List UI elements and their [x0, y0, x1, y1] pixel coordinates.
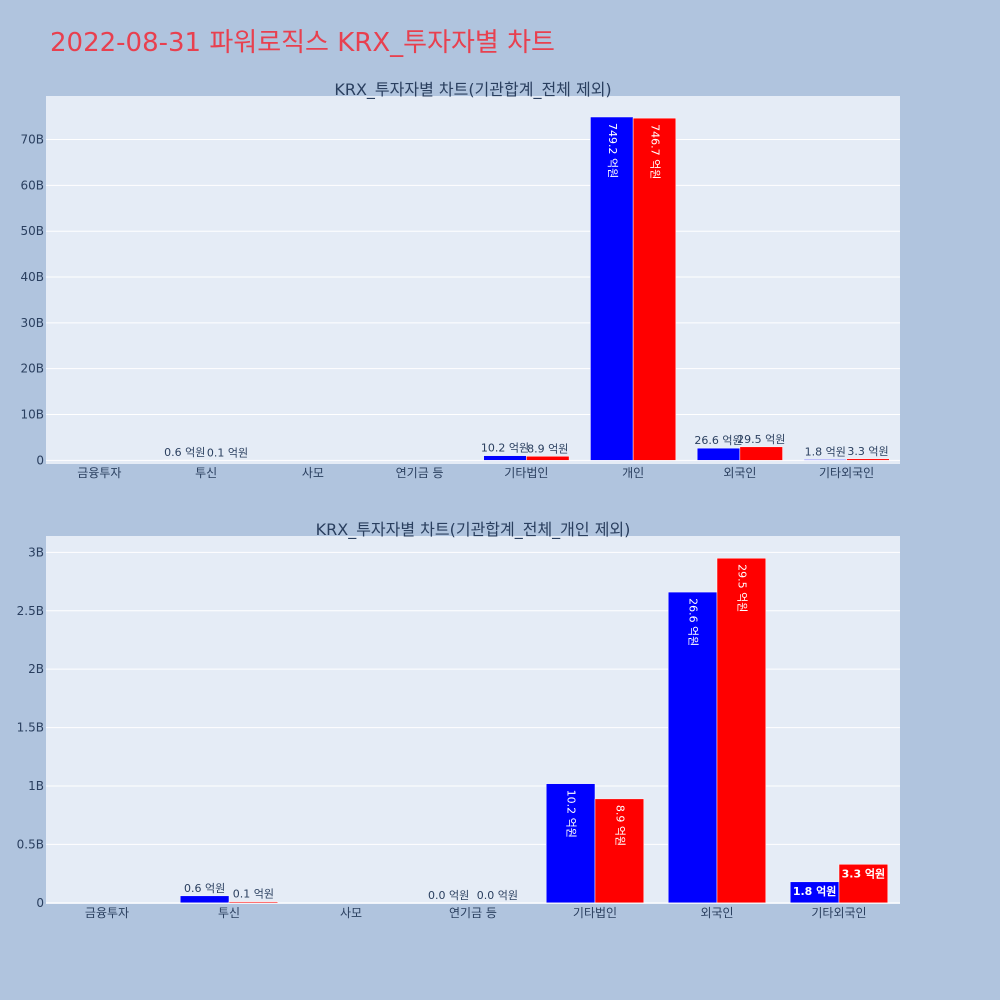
bar: [228, 901, 279, 904]
data-label: 749.2 억원: [606, 123, 619, 178]
chart-2: 0 0.5B 1B 1.5B 2B 2.5B 3B KRX_투자자별 차트(기관합계_전체_개…: [17, 520, 900, 920]
page-title: 2022-08-31 파워로직스 KRX_투자자별 차트: [50, 28, 555, 58]
y-tick-label: 1B: [28, 779, 44, 793]
y-tick-label: 40B: [20, 270, 44, 284]
y-tick-label: 2.5B: [17, 604, 44, 618]
bar: [803, 459, 847, 461]
x-tick-label: 개인: [622, 466, 644, 480]
y-tick-label: 10B: [20, 408, 44, 422]
plot-area: [46, 536, 900, 904]
bar: [179, 895, 230, 904]
y-tick-label: 3B: [28, 545, 44, 559]
chart-1: 0 10B 20B 30B 40B 50B 60B 70B KRX_투자자별 차트(기관합계_전…: [20, 80, 900, 480]
data-label: 0.0 억원: [428, 889, 469, 902]
bar: [545, 783, 596, 904]
data-label: 0.1 억원: [233, 888, 274, 901]
data-label: 0.6 억원: [164, 446, 205, 459]
data-label: 29.5 억원: [735, 564, 748, 612]
x-tick-label: 투신: [218, 906, 240, 920]
x-tick-label: 금융투자: [85, 906, 129, 920]
bar: [846, 458, 890, 461]
data-label: 0.1 억원: [207, 446, 248, 459]
x-tick-label: 외국인: [700, 906, 733, 920]
y-tick-label: 0: [36, 453, 44, 467]
chart-title: KRX_투자자별 차트(기관합계_전체_개인 제외): [316, 520, 631, 540]
bar: [716, 557, 767, 904]
data-label: 1.8 억원: [805, 446, 846, 459]
y-tick-label: 70B: [20, 133, 44, 147]
data-label: 8.9 억원: [613, 805, 626, 846]
x-tick-label: 기타법인: [573, 906, 617, 920]
y-tick-label: 1.5B: [17, 721, 44, 735]
data-label: 0.0 억원: [477, 889, 518, 902]
x-tick-label: 기타외국인: [819, 466, 874, 480]
data-label: 3.3 억원: [847, 445, 888, 458]
bar: [696, 447, 741, 461]
bar: [483, 455, 527, 461]
x-tick-label: 투신: [195, 466, 217, 480]
data-label: 8.9 억원: [527, 442, 568, 455]
data-label: 29.5 억원: [737, 433, 785, 446]
x-tick-label: 사모: [302, 466, 324, 480]
bar: [594, 798, 645, 904]
y-tick-label: 50B: [20, 224, 44, 238]
x-tick-label: 외국인: [723, 466, 756, 480]
chart-title: KRX_투자자별 차트(기관합계_전체 제외): [334, 80, 611, 100]
y-tick-label: 60B: [20, 178, 44, 192]
data-label: 0.6 억원: [184, 882, 225, 895]
data-label: 1.8 억원: [793, 884, 837, 898]
x-tick-label: 금융투자: [77, 466, 121, 480]
data-label: 10.2 억원: [565, 790, 578, 838]
x-tick-label: 연기금 등: [449, 906, 497, 920]
bar: [739, 446, 783, 461]
x-tick-label: 기타외국인: [811, 906, 866, 920]
x-tick-label: 사모: [340, 906, 362, 920]
y-tick-label: 30B: [20, 316, 44, 330]
plot-area: [46, 96, 900, 464]
x-tick-label: 기타법인: [504, 466, 548, 480]
data-label: 10.2 억원: [481, 442, 529, 455]
y-tick-label: 0.5B: [17, 837, 44, 851]
data-label: 26.6 억원: [694, 434, 742, 447]
bar: [632, 117, 677, 461]
x-tick-label: 연기금 등: [396, 466, 444, 480]
bar: [526, 456, 570, 461]
data-label: 3.3 억원: [842, 866, 886, 880]
y-tick-label: 20B: [20, 362, 44, 376]
data-label: 26.6 억원: [687, 598, 700, 646]
y-tick-label: 2B: [28, 662, 44, 676]
data-label: 746.7 억원: [648, 124, 661, 179]
y-tick-label: 0: [36, 896, 44, 910]
bar: [590, 116, 634, 461]
bar: [838, 864, 889, 904]
